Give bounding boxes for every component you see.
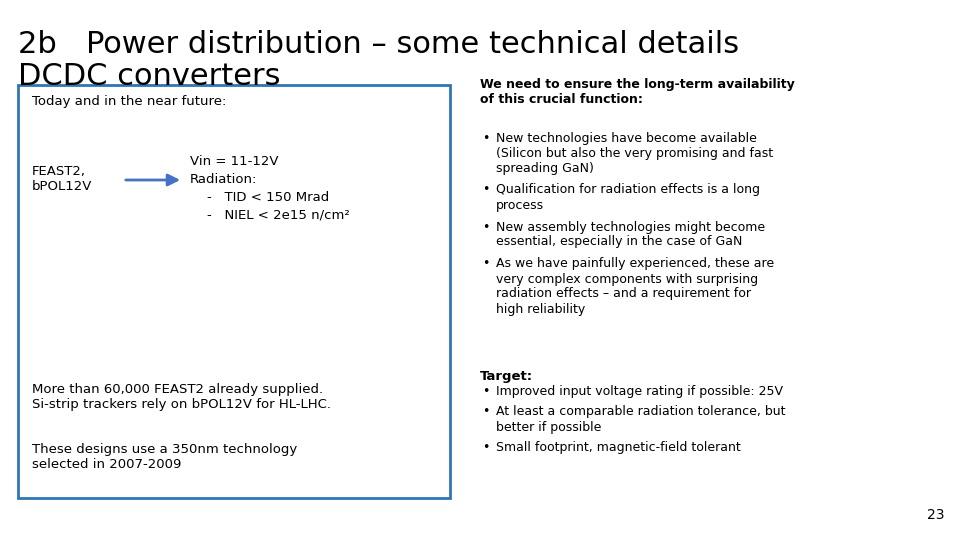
Text: 23: 23: [927, 508, 945, 522]
Text: •: •: [482, 406, 490, 419]
Text: DCDC converters: DCDC converters: [18, 62, 280, 91]
Text: At least a comparable radiation tolerance, but
better if possible: At least a comparable radiation toleranc…: [496, 406, 785, 434]
Text: New technologies have become available
(Silicon but also the very promising and : New technologies have become available (…: [496, 132, 773, 175]
Text: Qualification for radiation effects is a long
process: Qualification for radiation effects is a…: [496, 184, 760, 212]
FancyBboxPatch shape: [18, 85, 450, 498]
Text: •: •: [482, 441, 490, 454]
Text: Vin = 11-12V: Vin = 11-12V: [190, 155, 278, 168]
Text: Today and in the near future:: Today and in the near future:: [32, 95, 227, 108]
Text: These designs use a 350nm technology
selected in 2007-2009: These designs use a 350nm technology sel…: [32, 443, 298, 471]
Text: Radiation:: Radiation:: [190, 173, 257, 186]
Text: We need to ensure the long-term availability
of this crucial function:: We need to ensure the long-term availabi…: [480, 78, 795, 106]
Text: 2b   Power distribution – some technical details: 2b Power distribution – some technical d…: [18, 30, 739, 59]
Text: FEAST2,
bPOL12V: FEAST2, bPOL12V: [32, 165, 92, 193]
Text: -   NIEL < 2e15 n/cm²: - NIEL < 2e15 n/cm²: [190, 209, 349, 222]
Text: •: •: [482, 258, 490, 271]
Text: -   TID < 150 Mrad: - TID < 150 Mrad: [190, 191, 329, 204]
Text: •: •: [482, 132, 490, 145]
Text: New assembly technologies might become
essential, especially in the case of GaN: New assembly technologies might become e…: [496, 220, 765, 248]
Text: As we have painfully experienced, these are
very complex components with surpris: As we have painfully experienced, these …: [496, 258, 774, 315]
Text: •: •: [482, 184, 490, 197]
Text: Improved input voltage rating if possible: 25V: Improved input voltage rating if possibl…: [496, 385, 783, 398]
Text: More than 60,000 FEAST2 already supplied.
Si-strip trackers rely on bPOL12V for : More than 60,000 FEAST2 already supplied…: [32, 383, 331, 411]
Text: •: •: [482, 385, 490, 398]
Text: Small footprint, magnetic-field tolerant: Small footprint, magnetic-field tolerant: [496, 441, 741, 454]
Text: Target:: Target:: [480, 370, 533, 383]
Text: •: •: [482, 220, 490, 233]
